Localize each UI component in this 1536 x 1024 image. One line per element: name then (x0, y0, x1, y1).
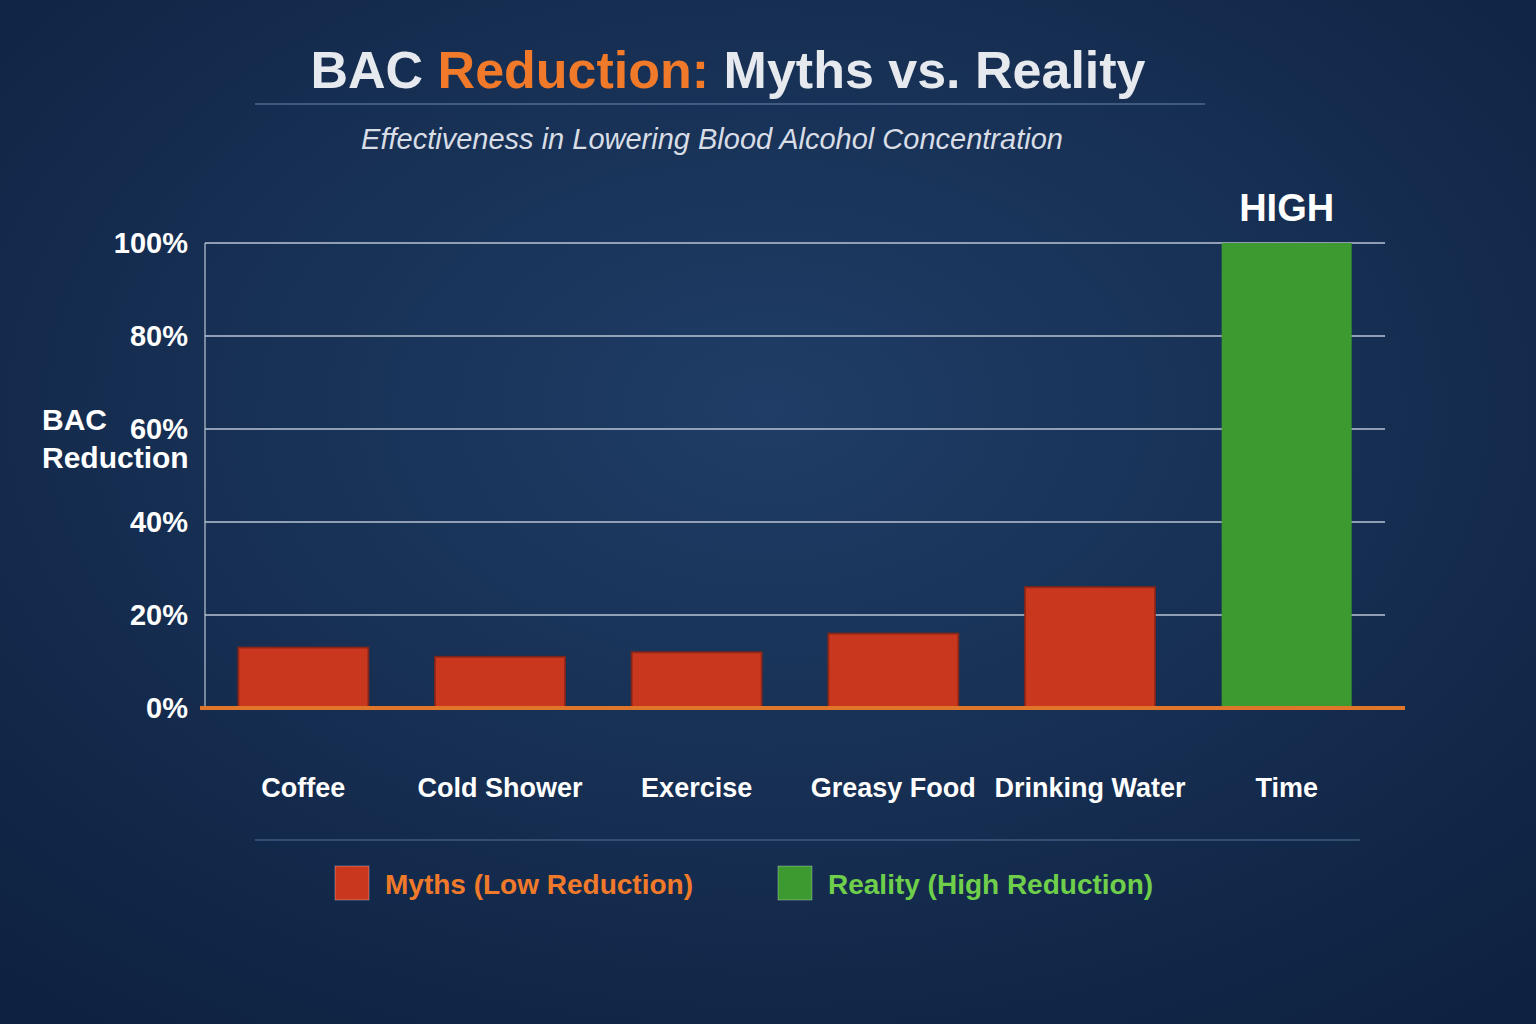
legend-rule (255, 839, 1360, 841)
grid-line (205, 335, 1385, 337)
title-word: BAC (310, 41, 423, 99)
y-tick-label: 60% (130, 413, 188, 445)
title-word: vs. (874, 41, 961, 99)
title-rule (255, 103, 1205, 105)
x-tick-label: Cold Shower (417, 773, 582, 803)
legend-label: Reality (High Reduction) (828, 869, 1153, 900)
x-tick-label: Drinking Water (994, 773, 1186, 803)
bar (1025, 587, 1155, 708)
title-word: Reduction: (423, 41, 709, 99)
bar (1222, 243, 1352, 708)
y-axis-line (204, 243, 206, 708)
chart: BAC Reduction: Myths vs. Reality Effectiv… (0, 0, 1536, 1024)
title-word: Myths (709, 41, 874, 99)
legend-label: Myths (Low Reduction) (385, 869, 693, 900)
annotation: HIGH (1239, 187, 1334, 229)
y-tick-label: 20% (130, 599, 188, 631)
y-tick-label: 80% (130, 320, 188, 352)
grid-line (205, 428, 1385, 430)
title: BAC Reduction: Myths vs. Reality (310, 41, 1145, 99)
y-tick-label: 0% (146, 692, 188, 724)
x-tick-label: Greasy Food (811, 773, 976, 803)
grid-line (205, 242, 1385, 244)
y-axis-title: BAC Reduction (42, 403, 189, 474)
y-axis-title-line: Reduction (42, 441, 189, 474)
background (0, 0, 1536, 1024)
y-tick-label: 100% (114, 227, 188, 259)
bar (632, 652, 762, 708)
y-tick-label: 40% (130, 506, 188, 538)
x-tick-label: Exercise (641, 773, 752, 803)
bars (238, 243, 1351, 708)
grid-line (205, 614, 1385, 616)
y-axis-title-line: BAC (42, 403, 107, 436)
bar (435, 657, 565, 708)
legend: Myths (Low Reduction) Reality (High Reduc… (335, 866, 1153, 900)
legend-swatch (335, 866, 369, 900)
x-tick-label: Time (1255, 773, 1318, 803)
legend-swatch (778, 866, 812, 900)
subtitle: Effectiveness in Lowering Blood Alcohol … (361, 123, 1063, 155)
baseline (200, 706, 1405, 710)
grid-line (205, 521, 1385, 523)
x-tick-label: Coffee (261, 773, 345, 803)
bar (238, 648, 368, 708)
title-word: Reality (961, 41, 1146, 99)
bar (828, 634, 958, 708)
